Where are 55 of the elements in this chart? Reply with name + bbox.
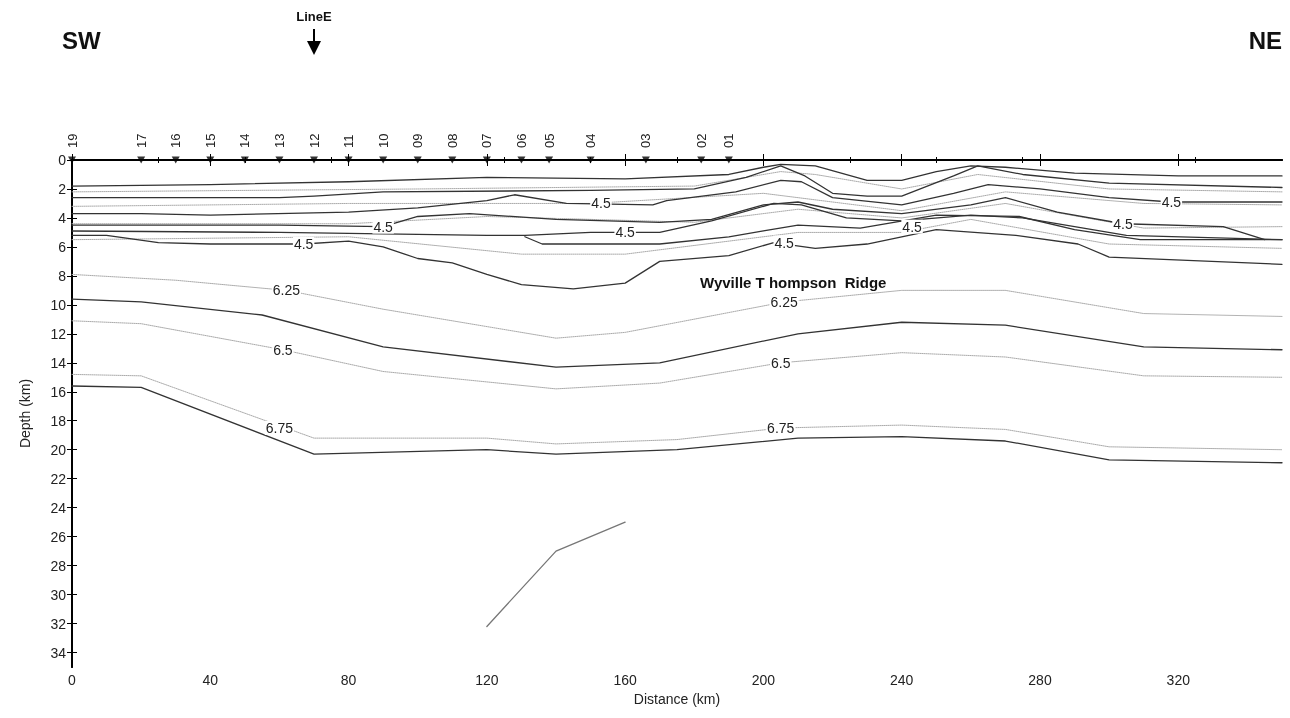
text: NE xyxy=(1248,26,1282,54)
annotation: 09 xyxy=(410,133,426,148)
y-tick-label: 10 xyxy=(50,296,67,313)
annotation: 4.5 xyxy=(774,234,795,251)
y-tick-label: 20 xyxy=(50,441,67,458)
y-tick-label: 14 xyxy=(50,354,67,371)
annotation: 13 xyxy=(271,133,287,148)
annotation: 4.5 xyxy=(902,218,923,235)
annotation: 19 xyxy=(64,133,80,148)
y-tick-label: 34 xyxy=(50,644,67,661)
y-tick-label: 18 xyxy=(50,412,67,429)
y-tick-label: 24 xyxy=(50,499,67,516)
annotation: Wyville T hompson Ridge xyxy=(700,274,887,291)
annotation: 11 xyxy=(341,134,357,148)
annotation: 10 xyxy=(375,133,391,148)
annotation: 08 xyxy=(444,133,460,148)
y-tick-label: 2 xyxy=(58,180,67,197)
annotation: 01 xyxy=(721,133,737,148)
x-tick-label: 80 xyxy=(340,672,357,688)
y-tick-label: 22 xyxy=(50,470,67,487)
x-tick-label: 160 xyxy=(613,672,638,688)
annotation: 15 xyxy=(202,133,218,148)
annotation: 12 xyxy=(306,133,322,148)
x-tick-label: 320 xyxy=(1166,672,1191,688)
x-tick-label: 40 xyxy=(202,672,219,688)
y-tick-label: 4 xyxy=(58,209,67,226)
annotation: LineE xyxy=(296,9,333,24)
annotation: 04 xyxy=(583,133,599,148)
x-tick-label: 120 xyxy=(475,672,499,688)
x-axis-title: Distance (km) xyxy=(633,690,721,707)
annotation: 17 xyxy=(133,133,149,148)
annotation: 02 xyxy=(693,133,709,148)
y-tick-label: 26 xyxy=(50,528,67,545)
y-axis-title: Depth (km) xyxy=(17,378,33,449)
annotation: 16 xyxy=(168,133,184,148)
annotation: 05 xyxy=(541,133,557,148)
x-tick-label: 240 xyxy=(890,672,914,688)
annotation: 14 xyxy=(237,133,253,148)
x-tick-label: 0 xyxy=(68,672,77,688)
y-tick-label: 28 xyxy=(50,557,67,574)
annotation: 03 xyxy=(638,133,654,148)
y-tick-label: 12 xyxy=(50,325,67,342)
x-tick-label: 280 xyxy=(1028,672,1052,688)
text: SW xyxy=(62,26,102,54)
annotation: 6.75 xyxy=(265,419,294,436)
y-tick-label: 6 xyxy=(58,238,67,255)
x-tick-label: 200 xyxy=(751,672,776,688)
annotation: 4.5 xyxy=(591,195,611,212)
annotation: 06 xyxy=(513,133,529,148)
y-tick-label: 16 xyxy=(50,383,67,400)
y-tick-label: 8 xyxy=(58,267,67,284)
y-tick-label: 30 xyxy=(50,586,67,603)
annotation: 07 xyxy=(479,133,495,148)
y-tick-label: 0 xyxy=(58,152,67,168)
y-tick-label: 32 xyxy=(50,615,67,632)
